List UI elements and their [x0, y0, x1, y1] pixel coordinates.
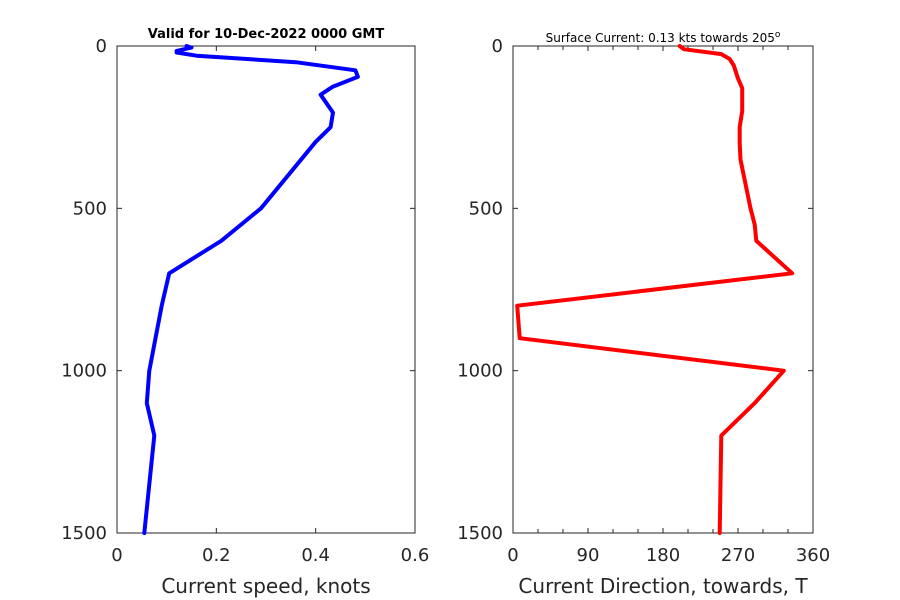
x-axis-label: Current Direction, towards, T: [518, 574, 808, 598]
x-tick-label: 90: [577, 545, 600, 566]
direction-series-line: [515, 44, 795, 535]
x-tick-label: 0: [111, 545, 122, 566]
degree-superscript: o: [775, 30, 781, 40]
chart-title: Surface Current: 0.13 kts towards 205o: [546, 30, 781, 45]
chart-title: Valid for 10-Dec-2022 0000 GMT: [148, 27, 385, 42]
x-axis-label: Current speed, knots: [161, 574, 370, 598]
y-tick-label: 0: [492, 36, 503, 57]
y-tick-label: 500: [73, 198, 107, 219]
y-tick-label: 1500: [61, 523, 107, 544]
y-tick-label: 0: [96, 36, 107, 57]
chart-title-text: Surface Current: 0.13 kts towards 205: [546, 31, 775, 45]
y-tick-label: 1500: [457, 523, 503, 544]
x-tick-label: 360: [796, 545, 830, 566]
speed-series-line: [142, 44, 360, 535]
plot-frame: [116, 45, 416, 534]
y-tick-label: 500: [469, 198, 503, 219]
x-tick-label: 0.4: [301, 545, 330, 566]
x-tick-label: 0.6: [401, 545, 430, 566]
x-tick-label: 270: [721, 545, 755, 566]
speed-panel: 0 0.2 0.4 0.6 0 500 1000 1500 Current speed, kno…: [61, 27, 429, 598]
y-tick-label: 1000: [61, 361, 107, 382]
direction-panel: 0 90 180 270 360 0 500 1000 1500 Current Directio…: [457, 30, 830, 598]
x-tick-label: 0.2: [202, 545, 231, 566]
x-tick-label: 180: [646, 545, 680, 566]
x-tick-label: 0: [507, 545, 518, 566]
y-tick-label: 1000: [457, 361, 503, 382]
